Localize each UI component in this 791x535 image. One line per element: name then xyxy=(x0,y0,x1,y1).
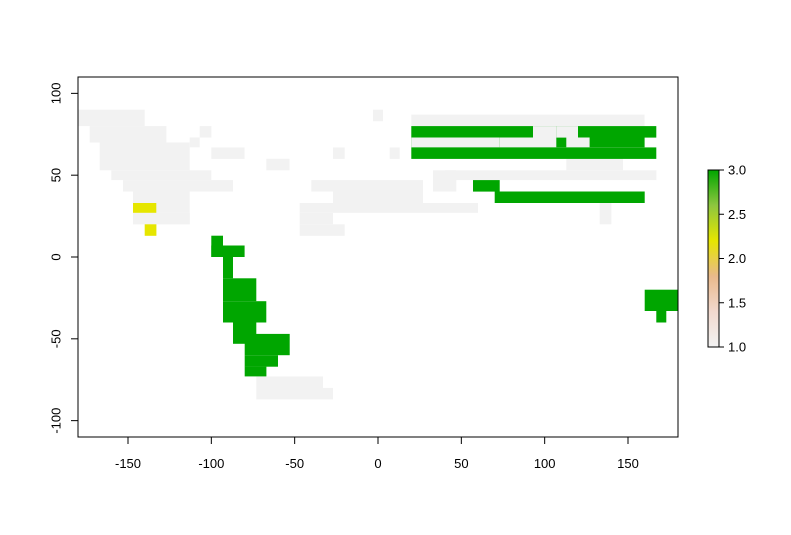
y-tick-label: -100 xyxy=(49,408,64,434)
raster-cell-value-2 xyxy=(133,203,157,213)
raster-cell-value-1 xyxy=(99,142,190,159)
raster-cell-value-1 xyxy=(566,158,623,171)
color-legend: 3.0 2.5 2.0 1.5 1.0 xyxy=(707,163,746,355)
raster-cell-value-3 xyxy=(644,289,678,311)
legend-tick-label: 1.5 xyxy=(728,295,746,310)
y-tick-label: -50 xyxy=(49,329,64,348)
raster-cell-value-3 xyxy=(244,366,267,377)
raster-cell-value-3 xyxy=(494,191,645,203)
raster-cell-value-1 xyxy=(333,147,345,159)
raster-cell-value-1 xyxy=(99,158,190,171)
raster-cell-value-1 xyxy=(189,137,200,148)
raster-cell-value-3 xyxy=(244,333,290,356)
raster-cell-value-1 xyxy=(89,126,167,143)
raster-cell-value-1 xyxy=(211,147,245,159)
raster-cell-value-1 xyxy=(266,158,290,171)
raster-cell-value-3 xyxy=(223,301,267,323)
legend-color-bar xyxy=(707,169,720,348)
y-axis: 100 50 0 -50 -100 xyxy=(49,83,79,434)
x-tick-label: 50 xyxy=(454,456,468,471)
raster-cell-value-1 xyxy=(333,191,423,203)
x-tick-label: -150 xyxy=(115,456,141,471)
raster-cell-value-3 xyxy=(211,245,245,257)
raster-cell-value-3 xyxy=(223,257,233,279)
raster-cell-value-3 xyxy=(473,180,500,192)
x-tick-label: 100 xyxy=(534,456,556,471)
raster-cell-value-1 xyxy=(389,147,400,159)
raster-cell-value-1 xyxy=(411,137,500,148)
raster-cell-value-1 xyxy=(133,212,190,225)
raster-cell-value-3 xyxy=(223,278,257,302)
raster-cell-value-2 xyxy=(144,224,157,236)
legend-tick-label: 1.0 xyxy=(728,340,746,355)
x-tick-label: 0 xyxy=(374,456,381,471)
raster-cell-value-1 xyxy=(533,137,557,148)
raster-cell-value-1 xyxy=(566,137,590,148)
raster-cell-value-1 xyxy=(123,180,233,192)
raster-cell-value-1 xyxy=(256,387,333,400)
raster-cell-value-1 xyxy=(373,109,383,122)
y-tick-label: 50 xyxy=(49,168,64,182)
raster-cells xyxy=(78,109,678,400)
legend-tick-label: 2.0 xyxy=(728,251,746,266)
raster-cell-value-3 xyxy=(656,311,667,323)
raster-cell-value-1 xyxy=(299,224,345,236)
raster-cell-value-1 xyxy=(299,203,478,213)
raster-cell-value-1 xyxy=(499,137,533,148)
raster-cell-value-1 xyxy=(78,109,145,127)
raster-cell-value-1 xyxy=(256,376,323,388)
raster-cell-value-1 xyxy=(111,170,212,181)
raster-cell-value-1 xyxy=(199,126,212,138)
raster-cell-value-1 xyxy=(533,126,557,138)
raster-cell-value-1 xyxy=(556,126,578,138)
raster-cell-value-1 xyxy=(599,203,612,225)
legend-tick-label: 2.5 xyxy=(728,207,746,222)
x-axis: -150 -100 -50 0 50 100 150 xyxy=(115,436,639,471)
raster-cell-value-1 xyxy=(311,180,423,192)
y-tick-label: 0 xyxy=(49,253,64,260)
raster-cell-value-3 xyxy=(244,355,278,367)
x-tick-label: -50 xyxy=(285,456,304,471)
raster-cell-value-1 xyxy=(299,212,333,225)
x-tick-label: 150 xyxy=(617,456,639,471)
legend-tick-label: 3.0 xyxy=(728,163,746,178)
y-tick-label: 100 xyxy=(49,83,64,105)
legend-ticks: 3.0 2.5 2.0 1.5 1.0 xyxy=(719,163,746,355)
x-tick-label: -100 xyxy=(198,456,224,471)
raster-cell-value-1 xyxy=(444,170,657,181)
raster-cell-value-3 xyxy=(411,147,657,159)
